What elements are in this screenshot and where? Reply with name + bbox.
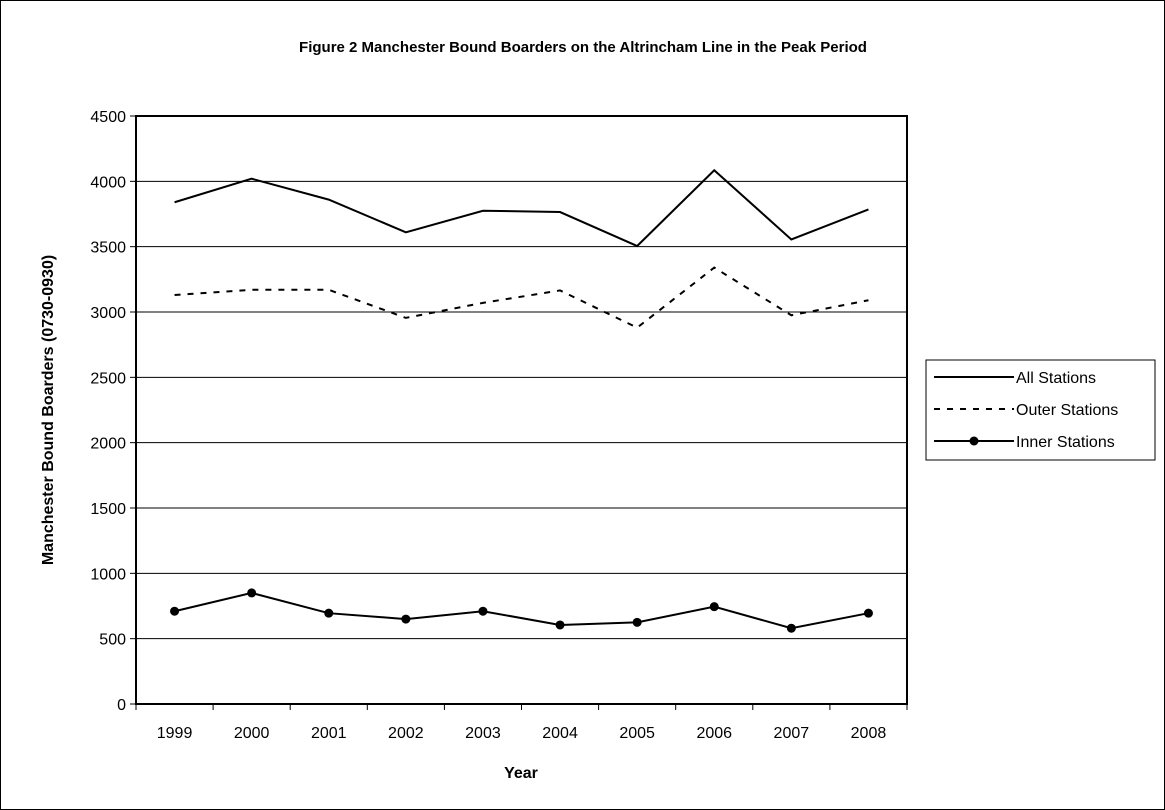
y-tick-label: 3500: [90, 240, 126, 257]
x-tick-label: 2002: [388, 725, 424, 742]
data-point: [555, 620, 565, 630]
data-point: [478, 606, 488, 616]
series-inner-stations: [170, 588, 873, 633]
data-point: [632, 617, 642, 627]
y-tick-label: 2500: [90, 370, 126, 387]
data-point: [170, 606, 180, 616]
x-tick-label: 2001: [311, 725, 347, 742]
data-point: [709, 602, 719, 612]
y-tick-label: 500: [99, 632, 126, 649]
y-tick-label: 3000: [90, 305, 126, 322]
y-tick-label: 1000: [90, 566, 126, 583]
legend-label: All Stations: [1016, 370, 1096, 387]
y-tick-label: 4000: [90, 174, 126, 191]
plot-area-border: [135, 115, 908, 705]
x-tick-label: 2008: [851, 725, 887, 742]
data-point: [401, 614, 411, 624]
data-point: [786, 623, 796, 633]
data-point: [863, 608, 873, 618]
data-point: [324, 608, 334, 618]
chart-title: Figure 2 Manchester Bound Boarders on th…: [299, 39, 867, 56]
series-outer-stations: [174, 266, 869, 329]
x-tick-label: 2005: [619, 725, 655, 742]
legend-label: Inner Stations: [1016, 434, 1115, 451]
legend-label: Outer Stations: [1016, 402, 1118, 419]
x-tick-label: 2007: [774, 725, 810, 742]
y-axis-label: Manchester Bound Boarders (0730-0930): [40, 255, 57, 565]
gridlines: [136, 180, 907, 640]
y-tick-label: 1500: [90, 501, 126, 518]
x-axis-label: Year: [504, 765, 538, 782]
y-tick-label: 0: [117, 697, 126, 714]
legend-marker: [969, 436, 979, 446]
x-tick-label: 2004: [542, 725, 578, 742]
y-tick-label: 4500: [90, 109, 126, 126]
series-all-stations: [174, 168, 869, 248]
x-tick-label: 2003: [465, 725, 501, 742]
x-tick-label: 2006: [696, 725, 732, 742]
series-line: [174, 591, 869, 630]
x-tick-label: 1999: [157, 725, 193, 742]
legend: All Stations Outer Stations Inner Stations: [925, 359, 1156, 461]
series-lines: [170, 168, 873, 633]
series-line: [174, 168, 869, 248]
axes: 0 500 1000 1500 2000 2500 3000 3500 4000 4500 1999…: [90, 109, 908, 742]
data-point: [247, 588, 257, 598]
x-tick-label: 2000: [234, 725, 270, 742]
y-tick-label: 2000: [90, 436, 126, 453]
series-line: [174, 266, 869, 329]
